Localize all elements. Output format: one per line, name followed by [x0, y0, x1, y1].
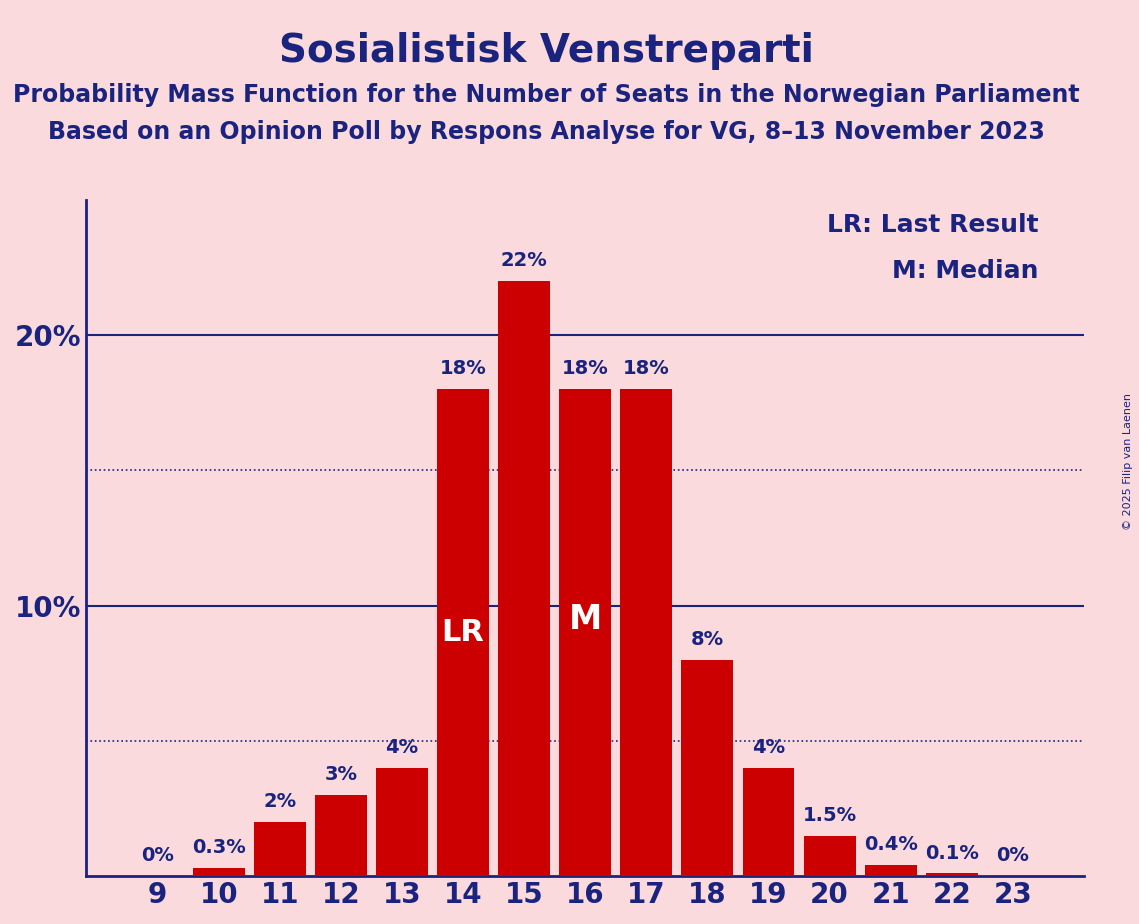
Text: LR: Last Result: LR: Last Result	[827, 213, 1039, 237]
Text: 0.4%: 0.4%	[863, 835, 918, 855]
Bar	[376, 768, 428, 876]
Bar	[437, 389, 489, 876]
Text: M: Median: M: Median	[892, 260, 1039, 284]
Bar	[498, 281, 550, 876]
Text: 3%: 3%	[325, 765, 358, 784]
Text: 18%: 18%	[623, 359, 670, 378]
Text: 18%: 18%	[440, 359, 486, 378]
Text: 18%: 18%	[562, 359, 608, 378]
Bar	[316, 795, 367, 876]
Bar	[865, 865, 917, 876]
Text: 4%: 4%	[752, 738, 785, 757]
Text: Sosialistisk Venstreparti: Sosialistisk Venstreparti	[279, 32, 814, 70]
Text: Based on an Opinion Poll by Respons Analyse for VG, 8–13 November 2023: Based on an Opinion Poll by Respons Anal…	[48, 120, 1046, 144]
Text: M: M	[568, 602, 601, 636]
Text: © 2025 Filip van Laenen: © 2025 Filip van Laenen	[1123, 394, 1132, 530]
Bar	[621, 389, 672, 876]
Text: 0%: 0%	[141, 846, 174, 865]
Bar	[192, 868, 245, 876]
Text: 1.5%: 1.5%	[803, 806, 857, 825]
Text: 2%: 2%	[263, 792, 296, 811]
Bar	[804, 835, 855, 876]
Bar	[559, 389, 612, 876]
Text: 0.1%: 0.1%	[925, 844, 978, 863]
Text: 22%: 22%	[501, 251, 548, 270]
Bar	[681, 660, 734, 876]
Bar	[743, 768, 795, 876]
Text: Probability Mass Function for the Number of Seats in the Norwegian Parliament: Probability Mass Function for the Number…	[14, 83, 1080, 107]
Bar	[254, 822, 305, 876]
Text: 0%: 0%	[997, 846, 1030, 865]
Text: LR: LR	[442, 618, 484, 647]
Text: 4%: 4%	[385, 738, 418, 757]
Text: 8%: 8%	[691, 630, 724, 649]
Bar	[926, 873, 977, 876]
Text: 0.3%: 0.3%	[191, 838, 246, 857]
